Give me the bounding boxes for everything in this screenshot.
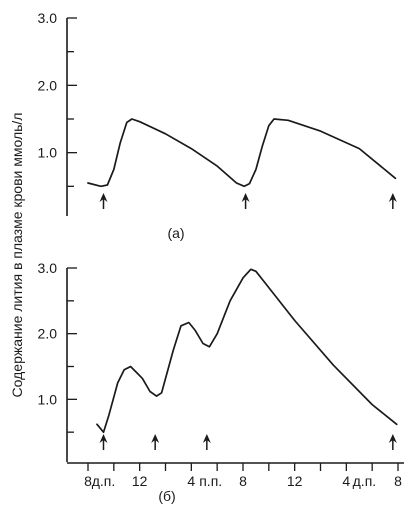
x-tick-label: 8 — [84, 473, 92, 489]
dose-arrow-head — [99, 193, 108, 202]
x-tick-label: 12 — [132, 473, 148, 489]
dose-arrow-icon — [388, 434, 397, 450]
y-tick-label: 3.0 — [38, 260, 58, 276]
dose-arrow-head — [151, 434, 160, 443]
x-tick-label: п.п. — [199, 473, 222, 489]
series-line — [87, 118, 397, 188]
y-tick-label: 3.0 — [38, 10, 58, 26]
series-line — [96, 268, 398, 434]
dose-arrow-icon — [151, 434, 160, 450]
dose-arrow-head — [99, 434, 108, 443]
x-tick-label: 8 — [394, 473, 402, 489]
y-tick-label: 2.0 — [38, 77, 58, 93]
dose-arrow-head — [388, 193, 397, 202]
y-axis-label: Содержание лития в плазме крови ммоль/л — [9, 113, 25, 398]
dose-arrow-icon — [99, 434, 108, 450]
panel-a: 3.0 2.0 1.0 (а) — [38, 10, 397, 241]
y-tick-label: 1.0 — [38, 145, 58, 161]
dose-arrow-icon — [241, 193, 250, 209]
x-tick-label: д.п. — [353, 473, 377, 489]
dose-arrow-head — [241, 193, 250, 202]
x-tick-label: 12 — [287, 473, 303, 489]
y-tick-label: 2.0 — [38, 326, 58, 342]
dose-arrow-icon — [202, 434, 211, 450]
panel-b: 3.02.01.08 д.п. 12 4 п.п. 8 12 4 д.п. 8(б) — [38, 260, 404, 504]
dose-arrow-icon — [99, 193, 108, 209]
dose-arrow-head — [202, 434, 211, 443]
dose-arrow-icon — [388, 193, 397, 209]
x-tick-label: д.п. — [92, 473, 116, 489]
panel-label: (б) — [158, 488, 175, 504]
x-tick-label: 4 — [342, 473, 350, 489]
dose-arrow-head — [388, 434, 397, 443]
x-tick-label: 8 — [239, 473, 247, 489]
panel-label: (а) — [167, 225, 184, 241]
y-tick-label: 1.0 — [38, 391, 58, 407]
x-tick-label: 4 — [187, 473, 195, 489]
